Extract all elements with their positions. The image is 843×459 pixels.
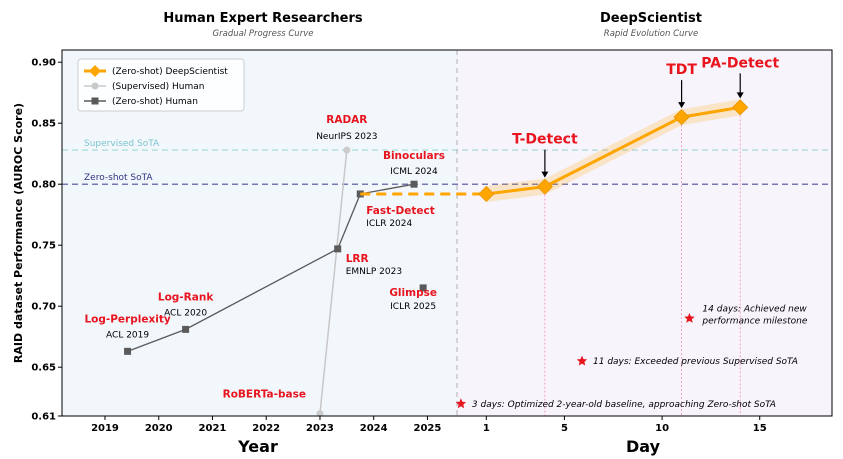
- left-panel-title: Human Expert Researchers: [163, 11, 363, 26]
- deepscientist-point: [536, 178, 553, 195]
- reference-line-label: Zero-shot SoTA: [84, 173, 153, 183]
- milestone-label: T-Detect: [512, 132, 578, 148]
- y-tick-label: 0.90: [31, 58, 56, 69]
- legend-label: (Zero-shot) Human: [112, 97, 198, 107]
- left-x-tick-label: 2024: [360, 423, 388, 434]
- reference-lines: Supervised SoTA Zero-shot SoTA: [62, 139, 832, 185]
- method-label: LRR: [346, 253, 369, 265]
- venue-label: NeurIPS 2023: [316, 132, 377, 142]
- left-x-axis-label: Year: [237, 437, 278, 456]
- y-tick-label: 0.85: [31, 119, 56, 130]
- method-label: Log-Rank: [158, 291, 214, 303]
- legend-label: (Zero-shot) DeepScientist: [112, 67, 228, 77]
- venue-label: ACL 2020: [164, 308, 207, 318]
- supervised-human-line: [319, 149, 348, 414]
- legend-diamond-marker: [89, 65, 101, 77]
- milestone-arrow-head: [541, 171, 549, 178]
- annotation-text: 14 days: Achieved new: [702, 304, 807, 314]
- method-label: Fast-Detect: [366, 205, 435, 217]
- left-x-tick-label: 2022: [252, 423, 280, 434]
- legend-square-marker: [91, 97, 99, 105]
- method-label: Log-Perplexity: [84, 313, 170, 325]
- zero-shot-human-point: [410, 180, 418, 188]
- venue-label: ACL 2019: [106, 330, 149, 340]
- annotation-text: performance milestone: [701, 316, 807, 326]
- y-tick-label: 0.61: [31, 412, 56, 423]
- right-panel-background: [457, 50, 832, 416]
- venue-label: EMNLP 2023: [346, 267, 402, 277]
- annotation-text: 3 days: Optimized 2-year-old baseline, a…: [472, 400, 776, 410]
- venue-label: ICLR 2025: [390, 302, 436, 312]
- method-labels: Log-Perplexity ACL 2019 Log-Rank ACL 2020 LR…: [84, 55, 779, 400]
- legend-label: (Supervised) Human: [112, 82, 204, 92]
- plot-frame: [61, 49, 833, 417]
- right-x-tick-label: 10: [655, 423, 669, 434]
- method-label: Binoculars: [383, 150, 445, 162]
- legend-box: [77, 58, 245, 112]
- right-panel-title: DeepScientist: [600, 11, 702, 26]
- star-icon: [455, 398, 467, 409]
- axis-ticks: 0.61 0.65 0.70 0.75 0.80 0.85 0.90 2019 2020 2021…: [31, 58, 766, 434]
- annotation-text: 11 days: Exceeded previous Supervised So…: [593, 357, 798, 367]
- left-panel-subtitle: Gradual Progress Curve: [213, 29, 314, 39]
- milestone-arrow-head: [678, 102, 686, 109]
- left-x-tick-label: 2019: [91, 423, 119, 434]
- right-x-tick-label: 5: [561, 423, 568, 434]
- milestone-label: PA-Detect: [701, 55, 779, 71]
- zero-shot-human-point: [334, 245, 342, 253]
- milestone-label: TDT: [666, 62, 697, 78]
- star-icon: [684, 312, 695, 323]
- left-x-tick-label: 2021: [199, 423, 227, 434]
- y-tick-label: 0.70: [31, 302, 56, 313]
- venue-label: ICML 2024: [390, 167, 438, 177]
- left-x-tick-label: 2025: [414, 423, 442, 434]
- y-tick-label: 0.65: [31, 363, 56, 374]
- method-label: RoBERTa-base: [223, 389, 306, 401]
- right-x-tick-label: 15: [753, 423, 767, 434]
- right-panel-marks: [360, 73, 749, 416]
- legend-circle-marker: [91, 82, 99, 90]
- right-panel-subtitle: Rapid Evolution Curve: [604, 29, 698, 39]
- method-label: Glimpse: [389, 287, 437, 299]
- venue-label: ICLR 2024: [366, 219, 412, 229]
- zero-shot-human-point: [182, 325, 190, 333]
- milestone-annotations: 3 days: Optimized 2-year-old baseline, a…: [455, 304, 808, 410]
- milestone-arrow-head: [736, 92, 744, 99]
- star-icon: [576, 355, 588, 366]
- legend: (Zero-shot) DeepScientist (Supervised) Hu…: [77, 58, 245, 112]
- right-x-tick-label: 1: [483, 423, 490, 434]
- left-x-tick-label: 2023: [306, 423, 334, 434]
- supervised-human-point: [316, 410, 324, 416]
- supervised-human-point: [343, 146, 351, 154]
- left-x-tick-label: 2020: [145, 423, 173, 434]
- deepscientist-point: [732, 99, 749, 116]
- deepscientist-point: [673, 109, 690, 126]
- y-axis-label: RAID dataset Performance (AUROC Score): [12, 103, 25, 363]
- zero-shot-human-point: [124, 347, 132, 355]
- left-panel-marks: [124, 146, 427, 416]
- y-tick-label: 0.75: [31, 241, 56, 252]
- y-tick-label: 0.80: [31, 180, 56, 191]
- method-label: RADAR: [326, 114, 367, 126]
- right-x-axis-label: Day: [626, 437, 661, 456]
- deepscientist-line: [486, 105, 741, 196]
- reference-line-label: Supervised SoTA: [84, 139, 160, 149]
- glimpse-point: [419, 284, 427, 292]
- deepscientist-point: [478, 185, 495, 203]
